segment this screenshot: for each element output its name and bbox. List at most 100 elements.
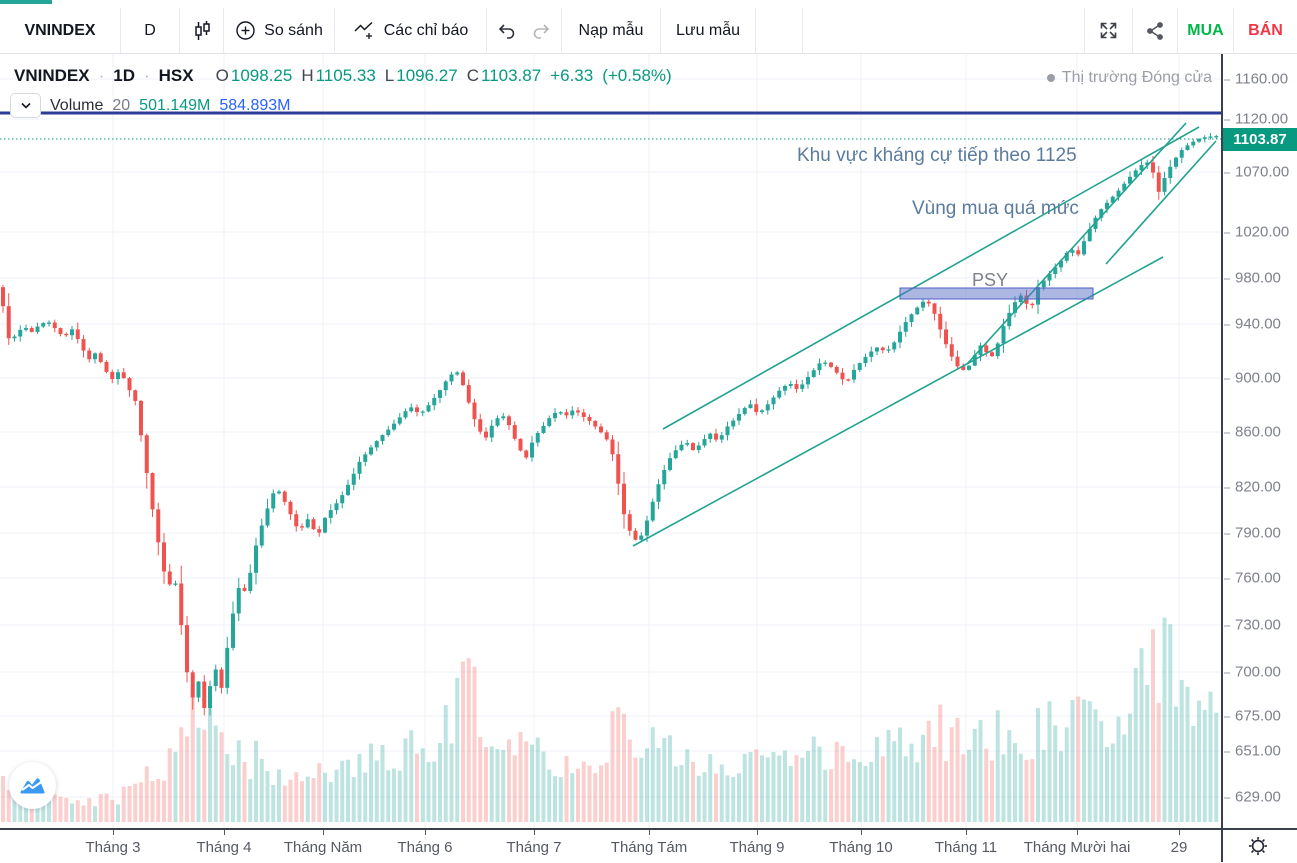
compare-label: So sánh <box>264 21 323 39</box>
indicators-button[interactable]: Các chỉ báo <box>335 8 486 53</box>
share-button[interactable] <box>1133 8 1177 53</box>
axis-corner-divider <box>1221 830 1223 862</box>
volume-indicator-param: 20 <box>112 96 131 114</box>
price-axis-label: 940.00 <box>1224 315 1281 333</box>
trend-line-drawing <box>662 126 1200 430</box>
indicators-label: Các chỉ báo <box>383 21 469 39</box>
time-axis-label: 29 <box>1170 839 1188 856</box>
chart-style-button[interactable] <box>180 8 223 53</box>
annotation-text[interactable]: Khu vực kháng cự tiếp theo 1125 <box>797 145 1077 166</box>
annotation-text[interactable]: Vùng mua quá mức <box>912 198 1079 219</box>
gear-icon <box>1249 837 1267 855</box>
top-progress-strip <box>0 0 52 4</box>
undo-arrow-icon[interactable] <box>497 22 517 40</box>
share-nodes-icon <box>1145 21 1165 41</box>
time-axis-label: Tháng 11 <box>934 839 998 856</box>
fullscreen-button[interactable] <box>1085 8 1132 53</box>
last-price-badge: 1103.87 <box>1223 127 1297 151</box>
buy-button[interactable]: MUA <box>1178 8 1233 53</box>
toolbar-spacer <box>803 0 1084 53</box>
price-chart[interactable]: Khu vực kháng cự tiếp theo 1125 Vùng mua … <box>0 54 1221 828</box>
undo-redo-group <box>487 8 561 53</box>
interval-label: D <box>144 21 156 39</box>
trend-line-drawing <box>632 256 1164 547</box>
symbol-button[interactable]: VNINDEX <box>0 8 120 53</box>
price-axis-label: 1160.00 <box>1223 70 1289 88</box>
price-axis-label: 790.00 <box>1224 524 1281 542</box>
symbol-label: VNINDEX <box>24 21 96 39</box>
chevron-down-icon <box>20 102 31 109</box>
legend-symbol: VNINDEX <box>14 66 90 85</box>
interval-button[interactable]: D <box>121 8 179 53</box>
market-closed-dot <box>1046 74 1055 82</box>
time-axis-label: Tháng Năm <box>283 839 363 856</box>
toolbar-divider <box>334 8 335 53</box>
legend-separator: · <box>98 66 105 85</box>
mountain-chart-logo-icon <box>20 778 45 794</box>
candles-layer[interactable] <box>1 132 1219 716</box>
price-axis-label: 1020.00 <box>1223 223 1290 241</box>
price-axis[interactable]: 1103.87 1160.00 1120.00 1070.00 1020.00 980.… <box>1221 54 1297 828</box>
time-axis-label: Tháng Tám <box>610 839 688 856</box>
chart-legend[interactable]: VNINDEX · 1D · HSX O 1098.25 H 1105.33 L… <box>14 66 672 86</box>
time-axis-label: Tháng Mười hai <box>1023 839 1131 856</box>
volume-value: 501.149M <box>139 96 211 114</box>
time-axis-tick <box>861 830 862 835</box>
load-template-label: Nạp mẫu <box>578 21 644 39</box>
low-label: L <box>384 66 395 85</box>
time-axis-tick <box>323 830 324 835</box>
price-axis-label: 700.00 <box>1224 663 1281 681</box>
collapse-indicator-button[interactable] <box>10 93 41 118</box>
load-template-button[interactable]: Nạp mẫu <box>562 8 660 53</box>
price-axis-label: 675.00 <box>1224 707 1281 725</box>
price-axis-label: 1120.00 <box>1223 110 1289 128</box>
candles-icon <box>192 20 212 42</box>
time-axis-label: Tháng 3 <box>85 839 141 856</box>
time-axis-tick <box>534 830 535 835</box>
time-axis-label: Tháng 9 <box>729 839 785 856</box>
time-axis-tick <box>224 830 225 835</box>
sell-button[interactable]: BÁN <box>1234 8 1297 53</box>
drawing-objects-layer[interactable]: Khu vực kháng cự tiếp theo 1125 Vùng mua … <box>0 111 1221 547</box>
toolbar-divider <box>1177 8 1178 53</box>
legend-exchange: HSX <box>158 66 194 85</box>
change-percent: (+0.58%) <box>602 66 672 85</box>
time-axis-tick <box>425 830 426 835</box>
legend-separator: · <box>143 66 150 85</box>
save-template-button[interactable]: Lưu mẫu <box>661 8 755 53</box>
time-axis-tick <box>1077 830 1078 835</box>
annotation-text[interactable]: PSY <box>972 270 1008 290</box>
toolbar-divider <box>223 8 224 53</box>
time-axis[interactable]: Tháng 3 Tháng 4 Tháng Năm Tháng 6 Tháng 7 Thá… <box>0 828 1297 862</box>
psy-zone-box <box>899 287 1094 300</box>
toolbar-divider <box>1233 8 1234 53</box>
toolbar-divider <box>179 8 180 53</box>
price-axis-label: 629.00 <box>1224 788 1281 806</box>
time-axis-tick <box>113 830 114 835</box>
buy-label: MUA <box>1187 21 1224 39</box>
zigzag-plus-icon <box>353 20 376 41</box>
time-axis-tick <box>649 830 650 835</box>
toolbar-divider <box>120 8 121 53</box>
volume-ma-value: 584.893M <box>219 96 291 114</box>
price-axis-label: 651.00 <box>1224 742 1281 760</box>
price-axis-label: 760.00 <box>1224 569 1281 587</box>
redo-arrow-icon[interactable] <box>531 22 551 40</box>
toolbar-empty-cell <box>756 8 802 53</box>
price-axis-label: 1070.00 <box>1223 163 1290 181</box>
top-toolbar: VNINDEX D So sánh <box>0 0 1297 54</box>
toolbar-divider <box>660 8 661 53</box>
platform-logo[interactable] <box>9 762 56 809</box>
price-axis-label: 900.00 <box>1224 369 1281 387</box>
compare-button[interactable]: So sánh <box>224 8 334 53</box>
open-value: 1098.25 <box>230 66 293 85</box>
sell-label: BÁN <box>1248 21 1283 39</box>
toolbar-divider <box>755 8 756 53</box>
chart-grid <box>0 54 1221 828</box>
toolbar-divider <box>561 8 562 53</box>
volume-bars-layer[interactable] <box>1 617 1219 822</box>
axis-settings-button[interactable] <box>1246 834 1270 858</box>
time-axis-label: Tháng 10 <box>829 839 893 856</box>
time-axis-label: Tháng 7 <box>506 839 562 856</box>
